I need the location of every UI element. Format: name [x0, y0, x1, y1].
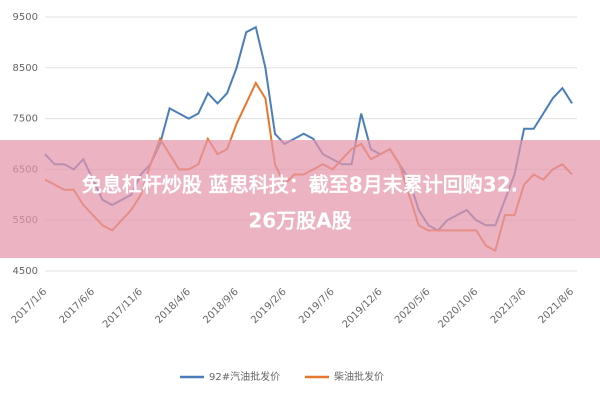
x-tick-label: 2021/8/6 [537, 286, 577, 326]
x-tick-label: 2017/11/6 [101, 286, 145, 330]
y-tick-label: 7500 [13, 114, 38, 125]
legend-label: 92#汽油批发价 [209, 370, 280, 383]
x-tick-label: 2018/4/6 [153, 286, 193, 326]
y-tick-label: 8500 [13, 63, 38, 74]
x-tick-label: 2018/9/6 [201, 286, 241, 326]
x-tick-label: 2019/12/6 [341, 286, 385, 330]
y-tick-label: 4500 [13, 266, 38, 277]
x-tick-label: 2019/2/6 [249, 286, 289, 326]
banner-text: 免息杠杆炒股 蓝思科技：截至8月末累计回购32. [82, 173, 518, 197]
x-tick-label: 2019/7/6 [297, 286, 337, 326]
x-tick-label: 2020/5/6 [393, 286, 433, 326]
y-tick-label: 9500 [13, 12, 38, 23]
banner [0, 140, 600, 258]
x-tick-label: 2017/1/6 [10, 286, 50, 326]
x-tick-label: 2017/6/6 [58, 286, 98, 326]
x-tick-label: 2021/3/6 [489, 286, 529, 326]
x-tick-label: 2020/10/6 [436, 286, 480, 330]
banner-text: 26万股A股 [248, 209, 351, 233]
legend-label: 柴油批发价 [334, 370, 384, 383]
